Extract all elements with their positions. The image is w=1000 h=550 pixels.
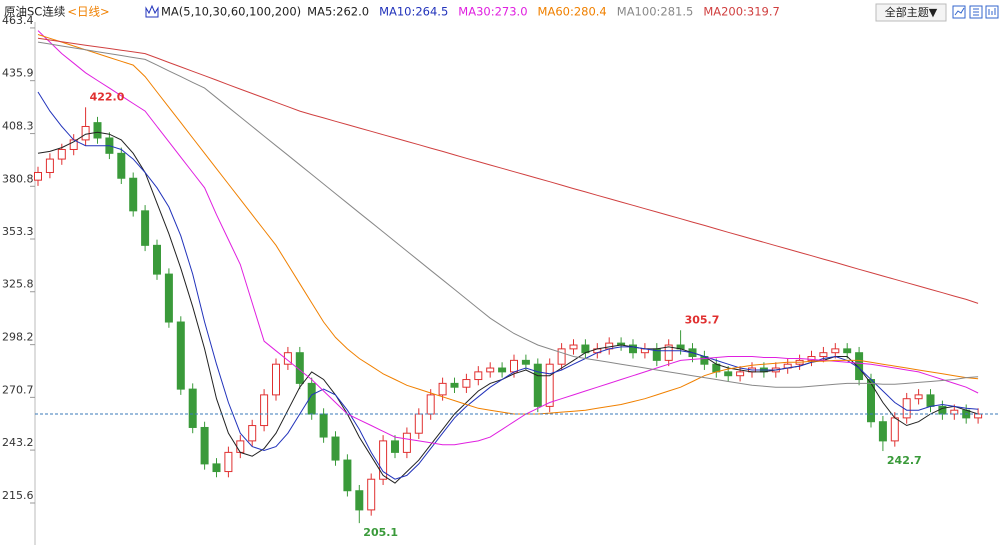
candle-body: [914, 394, 923, 400]
candle-body: [974, 413, 983, 419]
candle-body: [890, 417, 899, 442]
candle-body: [379, 440, 388, 480]
toolbar-icons[interactable]: [952, 5, 999, 19]
candle-body: [426, 394, 435, 415]
candle-body: [474, 371, 483, 381]
extreme-label: 242.7: [887, 454, 922, 467]
candle-body: [402, 432, 411, 453]
legend-entry: MA30:273.0: [458, 5, 527, 19]
indicator-icon: [145, 4, 159, 18]
candle-body: [510, 359, 518, 373]
candle-body: [355, 490, 364, 511]
ma-line: [37, 34, 979, 415]
extreme-label: 422.0: [90, 90, 125, 103]
y-tick-label: 435.9: [2, 67, 34, 80]
legend-entry: MA200:319.7: [703, 5, 780, 19]
theme-button[interactable]: [875, 3, 947, 22]
y-tick-label: 463.4: [2, 14, 34, 27]
candle-body: [212, 463, 221, 473]
legend-entry: MA10:264.5: [379, 5, 448, 19]
ma-line: [37, 37, 979, 304]
candle-body: [819, 352, 828, 358]
legend-entry: MA100:281.5: [617, 5, 694, 19]
candle-body: [176, 321, 185, 390]
candle-body: [450, 382, 459, 388]
candle-body: [34, 171, 42, 181]
y-tick-label: 243.2: [2, 436, 34, 449]
candle-body: [724, 371, 733, 377]
candle-body: [557, 348, 566, 365]
candle-body: [843, 348, 852, 354]
candle-body: [462, 379, 471, 388]
candle-body: [569, 344, 578, 350]
candle-body: [141, 210, 150, 246]
candle-body: [831, 348, 840, 354]
ma-line: [37, 41, 979, 388]
legend: MA5:262.0 MA10:264.5 MA30:273.0 MA60:280.4 M…: [307, 5, 780, 19]
candle-body: [414, 413, 423, 434]
candle-body: [319, 413, 328, 438]
legend-entry: MA60:280.4: [538, 5, 607, 19]
candle-body: [878, 421, 887, 442]
candle-body: [438, 382, 447, 396]
candle-body: [81, 125, 90, 141]
candle-body: [545, 363, 554, 407]
y-tick-label: 408.3: [2, 120, 34, 133]
ma-line: [37, 91, 979, 480]
candle-body: [367, 478, 376, 511]
candle-body: [236, 440, 245, 453]
candle-body: [533, 363, 542, 407]
candle-body: [57, 148, 66, 160]
candle-body: [200, 426, 209, 465]
candle-body: [950, 409, 959, 415]
candle-body: [343, 459, 352, 492]
candle-body: [331, 436, 340, 461]
extreme-label: 305.7: [685, 313, 720, 326]
ma-line: [37, 30, 979, 446]
candle-body: [283, 352, 292, 365]
candle-body: [867, 379, 875, 423]
candle-body: [736, 371, 745, 377]
chart-title: 原油SC连续: [4, 5, 65, 19]
extreme-label: 205.1: [363, 526, 398, 539]
candle-body: [260, 394, 269, 427]
indicator-label: MA(5,10,30,60,100,200): [161, 5, 301, 19]
candle-body: [164, 273, 173, 323]
candle-body: [807, 356, 816, 361]
candle-body: [248, 425, 257, 442]
y-tick-label: 215.6: [2, 489, 34, 502]
y-tick-label: 380.8: [2, 172, 34, 185]
y-tick-label: 325.8: [2, 278, 34, 291]
legend-entry: MA5:262.0: [307, 5, 369, 19]
candle-body: [498, 367, 507, 373]
candle-body: [664, 344, 673, 361]
candle-body: [129, 177, 138, 212]
candle-body: [188, 388, 197, 428]
candle-body: [93, 122, 102, 139]
period-label: <日线>: [67, 5, 109, 19]
candle-body: [926, 394, 935, 407]
candle-body: [224, 451, 233, 473]
candle-body: [45, 158, 54, 173]
candle-body: [295, 352, 304, 384]
theme-button-label: 全部主题▼: [885, 5, 938, 19]
candle-body: [153, 244, 161, 275]
y-tick-label: 270.7: [2, 383, 34, 396]
candle-body: [391, 440, 399, 453]
y-tick-label: 298.2: [2, 331, 34, 344]
y-tick-label: 353.3: [2, 225, 34, 238]
candle-body: [272, 363, 280, 396]
candle-body: [521, 359, 530, 365]
candle-body: [629, 344, 637, 354]
candle-body: [117, 152, 126, 179]
candle-body: [486, 367, 495, 373]
